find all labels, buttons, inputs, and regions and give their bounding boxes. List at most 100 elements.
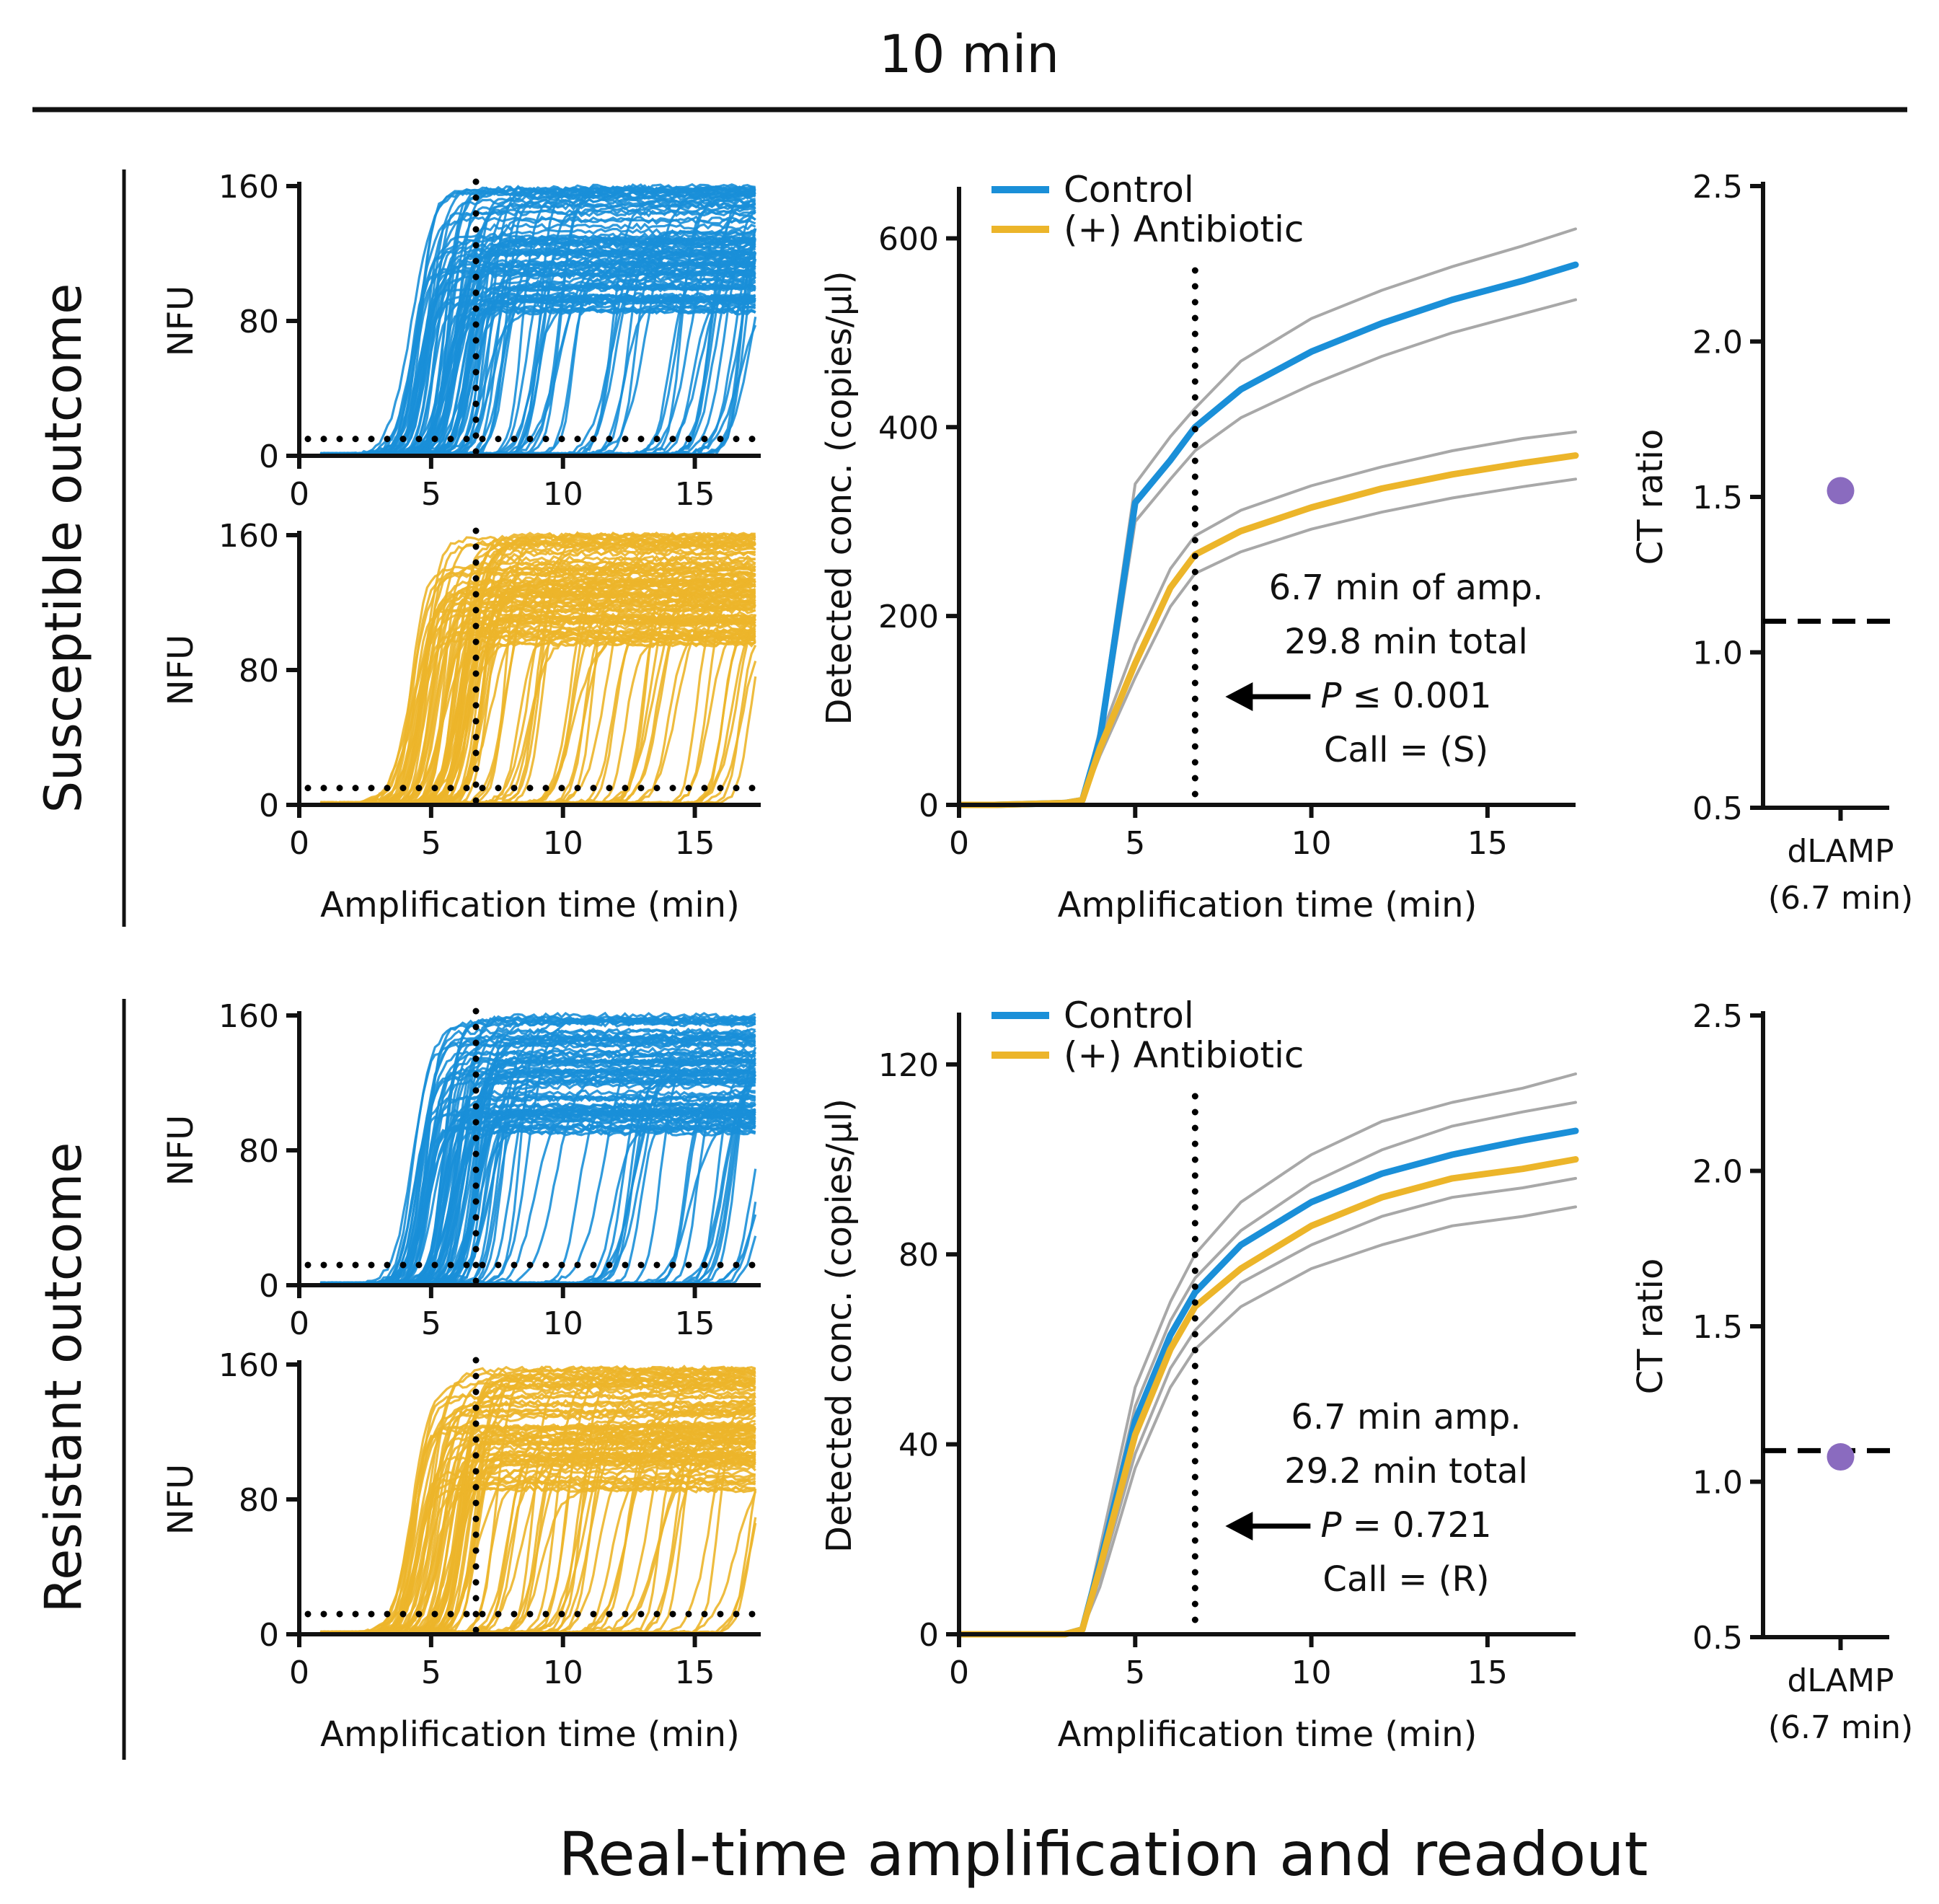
x-tick-label: 5	[421, 1654, 441, 1691]
susceptible-ct-ratio-panel: 0.5 1.0 1.5 2.0 2.5 dLAMP (6.7 min) CT ratio	[1630, 169, 1913, 917]
x-tick-label: 5	[421, 476, 441, 513]
well-trace	[320, 1383, 756, 1635]
y-tick-label: 0	[919, 1617, 939, 1654]
well-trace	[319, 1109, 756, 1286]
confidence-band-line	[958, 1101, 1577, 1636]
y-tick-label: 1.5	[1692, 1309, 1743, 1346]
x-tick-label: 10	[543, 1305, 583, 1342]
y-tick-label: 400	[878, 410, 939, 446]
x-tick-label: 0	[949, 825, 969, 862]
y-tick-label: 2.5	[1692, 998, 1743, 1035]
y-axis-title: NFU	[161, 286, 201, 357]
y-axis-title: Detected conc. (copies/µl)	[819, 271, 860, 726]
row-title-resistant: Resistant outcome	[34, 1142, 93, 1613]
x-tick-label: 5	[421, 1305, 441, 1342]
legend-label-antibiotic: (+) Antibiotic	[1064, 1034, 1304, 1076]
confidence-band-line	[958, 1072, 1577, 1636]
susceptible-concentration-panel: Control(+) Antibiotic 6.7 min of amp. 29.8…	[819, 169, 1579, 925]
y-tick-label: 1.5	[1692, 480, 1743, 516]
p-value: ≤ 0.001	[1341, 676, 1491, 716]
annotation-call: Call = (S)	[1324, 730, 1488, 770]
well-trace	[319, 1110, 756, 1286]
x-tick-label: 5	[421, 825, 441, 862]
well-trace	[320, 1484, 756, 1635]
y-axis-title: NFU	[161, 1115, 201, 1186]
well-trace	[320, 627, 756, 806]
y-tick-label: 600	[878, 221, 939, 257]
y-tick-label: 1.0	[1692, 1465, 1743, 1502]
p-value: = 0.721	[1341, 1505, 1491, 1546]
x-tick-label: 5	[1125, 1654, 1145, 1691]
well-trace	[319, 628, 756, 806]
well-trace	[320, 1101, 756, 1286]
ct-ratio-point	[1827, 477, 1855, 505]
arrow-head-icon	[1225, 1512, 1253, 1541]
resistant-antibiotic-traces-panel: 0 80 160 0 5 10 15 NFU Amplification time (min)	[161, 1347, 764, 1755]
well-trace	[319, 1114, 756, 1286]
well-trace	[320, 621, 756, 806]
well-trace	[319, 627, 756, 806]
y-tick-label: 80	[239, 304, 279, 340]
figure-footer: Real-time amplification and readout	[559, 1819, 1648, 1890]
well-trace	[320, 630, 756, 806]
well-trace	[320, 628, 756, 806]
y-axis-title: CT ratio	[1630, 429, 1671, 565]
y-tick-label: 160	[218, 998, 279, 1035]
x-tick-label: 15	[675, 1654, 715, 1691]
annotation-amp-time: 6.7 min amp.	[1291, 1397, 1521, 1437]
legend: Control(+) Antibiotic	[991, 169, 1304, 250]
x-tick-label: 15	[1467, 825, 1508, 862]
x-tick-label: 15	[675, 476, 715, 513]
x-tick-label: 0	[949, 1654, 969, 1691]
resistant-control-traces-panel: 0 80 160 0 5 10 15 NFU	[161, 998, 764, 1342]
well-trace	[320, 1107, 756, 1286]
well-trace	[319, 1398, 756, 1635]
category-label: dLAMP	[1787, 1662, 1894, 1699]
annotation-total-time: 29.2 min total	[1284, 1451, 1528, 1491]
y-tick-label: 2.5	[1692, 169, 1743, 206]
well-trace	[320, 624, 757, 806]
susceptible-control-traces-panel: 0 80 160 0 5 10 15 NFU	[161, 169, 764, 513]
well-trace	[319, 188, 756, 457]
annotation-p-value: P ≤ 0.001	[1320, 676, 1491, 716]
y-tick-label: 80	[239, 1482, 279, 1519]
annotation-amp-time: 6.7 min of amp.	[1269, 568, 1544, 608]
category-sublabel: (6.7 min)	[1768, 880, 1913, 917]
x-axis-title: Amplification time (min)	[1058, 1714, 1478, 1755]
y-tick-label: 0.5	[1692, 1620, 1743, 1657]
y-axis-title: NFU	[161, 1464, 201, 1535]
arrow-head-icon	[1225, 682, 1253, 711]
well-trace	[319, 189, 756, 457]
resistant-ct-ratio-panel: 0.5 1.0 1.5 2.0 2.5 dLAMP (6.7 min) CT ratio	[1630, 998, 1913, 1746]
y-tick-label: 160	[218, 1347, 279, 1384]
y-tick-label: 0	[259, 1268, 279, 1305]
well-trace	[320, 623, 756, 806]
y-tick-label: 0	[259, 788, 279, 824]
x-tick-label: 15	[675, 1305, 715, 1342]
well-trace	[320, 1381, 756, 1635]
legend-label-antibiotic: (+) Antibiotic	[1064, 208, 1304, 250]
y-axis-title: Detected conc. (copies/µl)	[819, 1098, 860, 1553]
x-tick-label: 0	[289, 1654, 309, 1691]
well-trace	[320, 182, 756, 457]
well-traces	[319, 1365, 757, 1635]
y-tick-label: 40	[898, 1427, 939, 1464]
well-trace	[320, 1109, 756, 1286]
well-trace	[320, 1113, 756, 1286]
x-axis-title: Amplification time (min)	[320, 885, 740, 925]
p-symbol: P	[1320, 676, 1341, 716]
susceptible-antibiotic-traces-panel: 0 80 160 0 5 10 15 NFU Amplification time (min)	[161, 518, 764, 925]
well-trace	[320, 1111, 756, 1286]
annotation-call: Call = (R)	[1322, 1559, 1489, 1600]
well-traces	[319, 1011, 757, 1286]
well-trace	[320, 583, 756, 805]
well-trace	[320, 1110, 756, 1286]
legend-label-control: Control	[1064, 995, 1194, 1036]
well-trace	[320, 1378, 756, 1635]
y-axis-title: NFU	[161, 635, 201, 706]
well-trace	[319, 1108, 756, 1286]
legend: Control(+) Antibiotic	[991, 995, 1304, 1076]
well-trace	[319, 1382, 756, 1635]
well-trace	[319, 1202, 757, 1286]
